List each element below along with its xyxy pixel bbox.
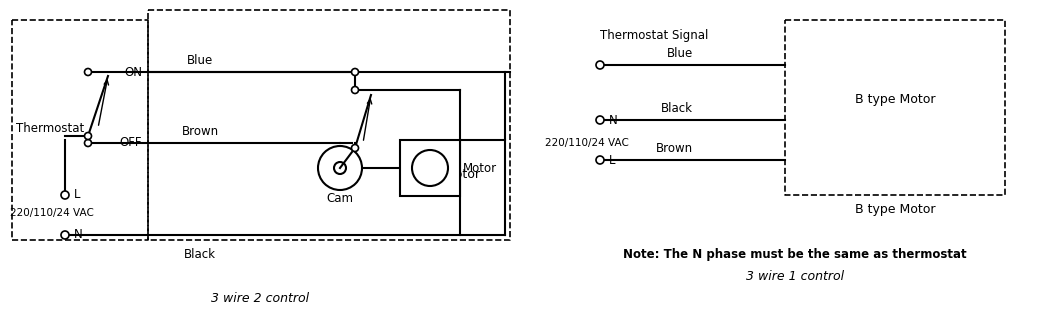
Circle shape [352, 69, 358, 76]
Circle shape [61, 231, 69, 239]
Text: 3 wire 1 control: 3 wire 1 control [746, 270, 844, 283]
Circle shape [352, 86, 358, 93]
Text: 3 wire 2 control: 3 wire 2 control [211, 292, 310, 305]
Text: L: L [610, 153, 616, 167]
Text: L: L [74, 189, 81, 202]
Circle shape [85, 139, 91, 146]
Text: 220/110/24 VAC: 220/110/24 VAC [545, 138, 629, 148]
Text: 220/110/24 VAC: 220/110/24 VAC [10, 208, 94, 218]
Text: B type Motor: B type Motor [854, 204, 935, 217]
Circle shape [334, 162, 346, 174]
Circle shape [85, 132, 91, 139]
Text: Motor: Motor [463, 161, 497, 174]
Text: Black: Black [184, 248, 216, 261]
Text: Brown: Brown [181, 125, 218, 138]
Text: Blue: Blue [667, 47, 693, 60]
Circle shape [352, 145, 358, 152]
Circle shape [85, 69, 91, 76]
Text: Note: The N phase must be the same as thermostat: Note: The N phase must be the same as th… [623, 248, 967, 261]
Text: Cam: Cam [326, 192, 353, 205]
Circle shape [318, 146, 363, 190]
Text: Motor: Motor [445, 168, 481, 181]
Text: ON: ON [124, 65, 142, 78]
Text: OFF: OFF [120, 137, 142, 150]
Circle shape [412, 150, 448, 186]
Text: Blue: Blue [187, 54, 213, 67]
Text: Thermostat: Thermostat [16, 122, 84, 135]
Text: Thermostat Signal: Thermostat Signal [600, 29, 708, 42]
Bar [400, 140, 460, 196]
Circle shape [596, 61, 604, 69]
Text: B type Motor: B type Motor [854, 93, 935, 107]
Circle shape [61, 191, 69, 199]
Circle shape [596, 116, 604, 124]
Text: Brown: Brown [656, 142, 693, 155]
Text: N: N [74, 228, 83, 241]
Text: Black: Black [661, 102, 693, 115]
Circle shape [596, 156, 604, 164]
Text: N: N [610, 114, 618, 127]
